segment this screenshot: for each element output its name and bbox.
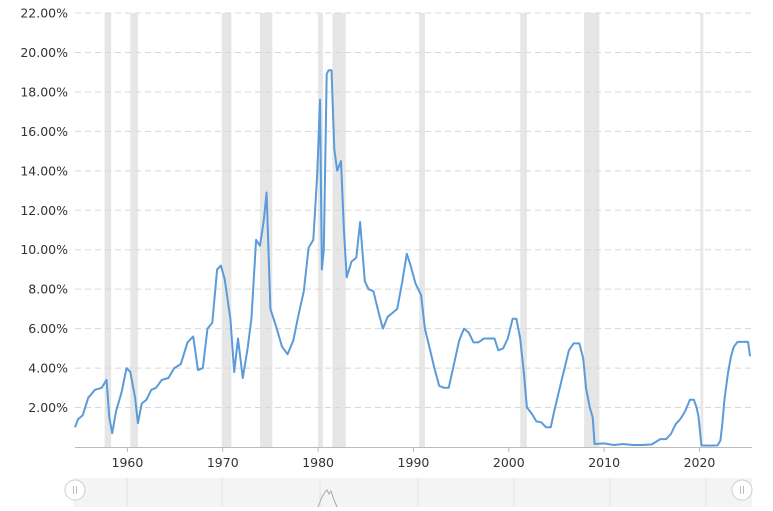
x-tick-label: 1970 [207, 455, 239, 470]
y-tick-label: 14.00% [20, 163, 68, 178]
series-line-0 [75, 70, 750, 445]
recession-band-2 [222, 13, 232, 447]
y-tick-label: 22.00% [20, 6, 68, 21]
navigator-right-handle[interactable] [732, 480, 752, 500]
x-axis-ticks: 1960 1970 1980 1990 2000 2010 2020 [112, 447, 716, 470]
y-axis-ticks: 2.00% 4.00% 6.00% 8.00% 10.00% 12.00% 14.00% 16… [20, 6, 68, 416]
y-tick-label: 6.00% [28, 321, 68, 336]
x-tick-label: 2020 [684, 455, 716, 470]
x-tick-label: 1960 [112, 455, 144, 470]
y-tick-label: 4.00% [28, 361, 68, 376]
y-tick-label: 20.00% [20, 45, 68, 60]
y-tick-label: 2.00% [28, 400, 68, 415]
y-tick-label: 18.00% [20, 84, 68, 99]
series-layer [75, 70, 750, 445]
recession-band-9 [700, 13, 703, 447]
y-tick-label: 8.00% [28, 282, 68, 297]
range-navigator[interactable] [65, 478, 752, 507]
x-tick-label: 1980 [302, 455, 334, 470]
x-tick-label: 2010 [588, 455, 620, 470]
grid-lines [75, 13, 752, 448]
y-tick-label: 12.00% [20, 203, 68, 218]
navigator-left-handle[interactable] [65, 480, 85, 500]
y-tick-label: 10.00% [20, 242, 68, 257]
recession-band-7 [520, 13, 527, 447]
recession-band-6 [419, 13, 425, 447]
x-tick-label: 1990 [398, 455, 430, 470]
recession-bands [105, 13, 704, 447]
y-tick-label: 16.00% [20, 124, 68, 139]
navigator-track[interactable] [73, 478, 752, 507]
x-tick-label: 2000 [493, 455, 525, 470]
